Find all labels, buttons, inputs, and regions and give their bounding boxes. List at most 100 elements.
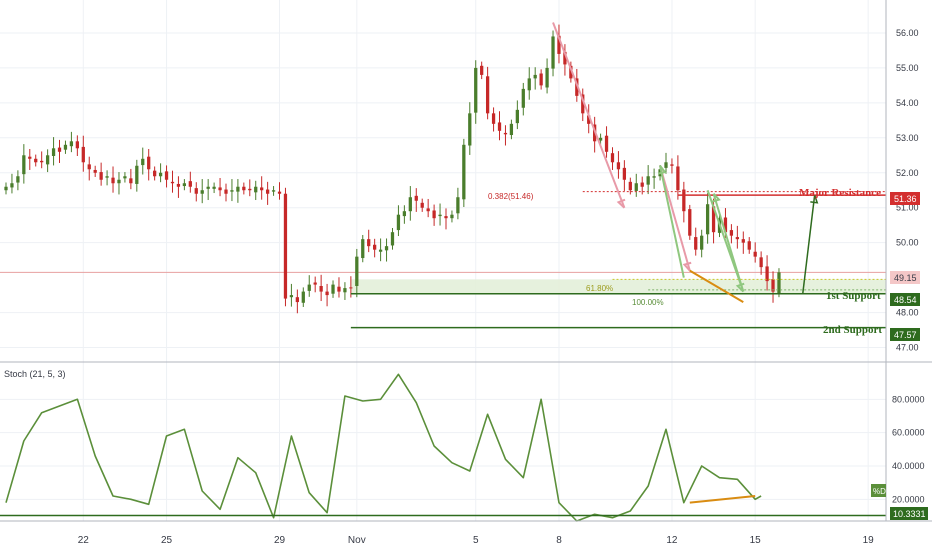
candle-body	[771, 279, 775, 292]
target-arrow	[802, 195, 816, 294]
stochastic-panel	[0, 373, 886, 522]
candle-body	[545, 67, 549, 88]
stoch-tick-label: 80.0000	[892, 394, 925, 404]
candle-body	[533, 74, 537, 79]
candle-body	[22, 155, 26, 175]
candle-body	[682, 189, 686, 212]
major-resistance-badge	[890, 192, 920, 205]
candle-body	[99, 172, 103, 180]
candle-body	[765, 266, 769, 282]
candle-body	[289, 295, 294, 298]
price-tick-label: 48.00	[896, 308, 919, 318]
stoch-d-badge	[871, 484, 886, 497]
candle-body	[254, 186, 258, 193]
candle-body	[45, 155, 50, 165]
stoch-tick-label: 60.0000	[892, 428, 925, 438]
candle-body	[581, 94, 585, 114]
candle-body	[129, 178, 133, 184]
candle-body	[301, 291, 305, 303]
candle-body	[438, 214, 442, 217]
candle-body	[640, 182, 644, 187]
candle-body	[176, 183, 181, 187]
price-tick-label: 55.00	[896, 63, 919, 73]
candle-body	[569, 65, 573, 79]
time-tick-label: 5	[473, 535, 479, 546]
candle-body	[355, 256, 359, 287]
up-arrow-1-head	[657, 165, 667, 175]
candle-body	[694, 237, 698, 250]
candle-body	[188, 181, 192, 187]
price-tick-label: 54.00	[896, 98, 919, 108]
candle-body	[10, 183, 14, 188]
candle-body	[206, 186, 210, 189]
candle-body	[521, 88, 525, 108]
down-arrow-1	[552, 22, 626, 209]
annotation-front-layer	[350, 22, 886, 329]
candle-body	[652, 176, 656, 178]
candle-body	[432, 210, 436, 219]
candle-body	[711, 206, 716, 233]
candle-body	[307, 284, 311, 291]
candle-body	[509, 123, 514, 136]
candle-body	[497, 122, 502, 131]
fib-382-label: 0.382(51.46)	[488, 192, 534, 201]
candle-body	[670, 164, 674, 166]
price-tick-label: 47.00	[896, 343, 919, 353]
stoch-d-label: %D	[873, 487, 886, 496]
candle-body	[236, 186, 240, 192]
candle-body	[598, 137, 603, 141]
candle-body	[646, 176, 650, 185]
candle-body	[557, 35, 561, 54]
candle-body	[616, 162, 621, 170]
up-arrow-1	[659, 165, 685, 278]
candle-body	[741, 239, 745, 243]
candle-body	[16, 176, 20, 183]
candle-body	[444, 216, 448, 219]
candle-body	[117, 179, 121, 184]
price-divergence-line	[689, 269, 744, 303]
first-support-badge	[890, 293, 920, 306]
candle-body	[337, 286, 341, 292]
candle-body	[551, 36, 555, 69]
candle-body	[604, 135, 609, 152]
candle-body	[81, 146, 85, 163]
candle-body	[468, 113, 472, 146]
grid-layer	[0, 0, 886, 521]
candle-body	[563, 51, 567, 65]
candle-body	[450, 214, 454, 219]
candle-body	[34, 158, 38, 163]
candle-body	[230, 190, 234, 192]
candle-body	[105, 176, 109, 178]
time-tick-label: 22	[78, 535, 90, 546]
candle-body	[515, 109, 519, 124]
candle-body	[539, 73, 543, 86]
candle-body	[212, 186, 216, 189]
candle-body	[735, 237, 739, 240]
target-arrow-head	[810, 194, 819, 204]
stoch-level-badge	[890, 507, 928, 520]
candle-body	[182, 183, 187, 187]
candle-body	[361, 239, 365, 259]
candle-body	[664, 162, 668, 168]
candle-body	[373, 244, 377, 250]
candle-body	[75, 141, 79, 149]
time-tick-label: 15	[750, 535, 762, 546]
candle-body	[587, 115, 591, 124]
candle-body	[575, 78, 579, 96]
candle-body	[676, 166, 680, 191]
candle-body	[408, 197, 412, 212]
candle-body	[153, 170, 157, 177]
price-tick-label: 51.00	[896, 203, 919, 213]
price-tick-label: 52.00	[896, 168, 919, 178]
stoch-level-value: 10.3331	[893, 509, 926, 519]
price-tick-label: 56.00	[896, 28, 919, 38]
stoch-title: Stoch (21, 5, 3)	[4, 369, 66, 379]
stoch-d-line	[5, 373, 762, 522]
candle-body	[283, 193, 288, 299]
candle-body	[426, 208, 430, 212]
second-support-value: 47.57	[894, 330, 917, 340]
candle-body	[271, 190, 276, 192]
